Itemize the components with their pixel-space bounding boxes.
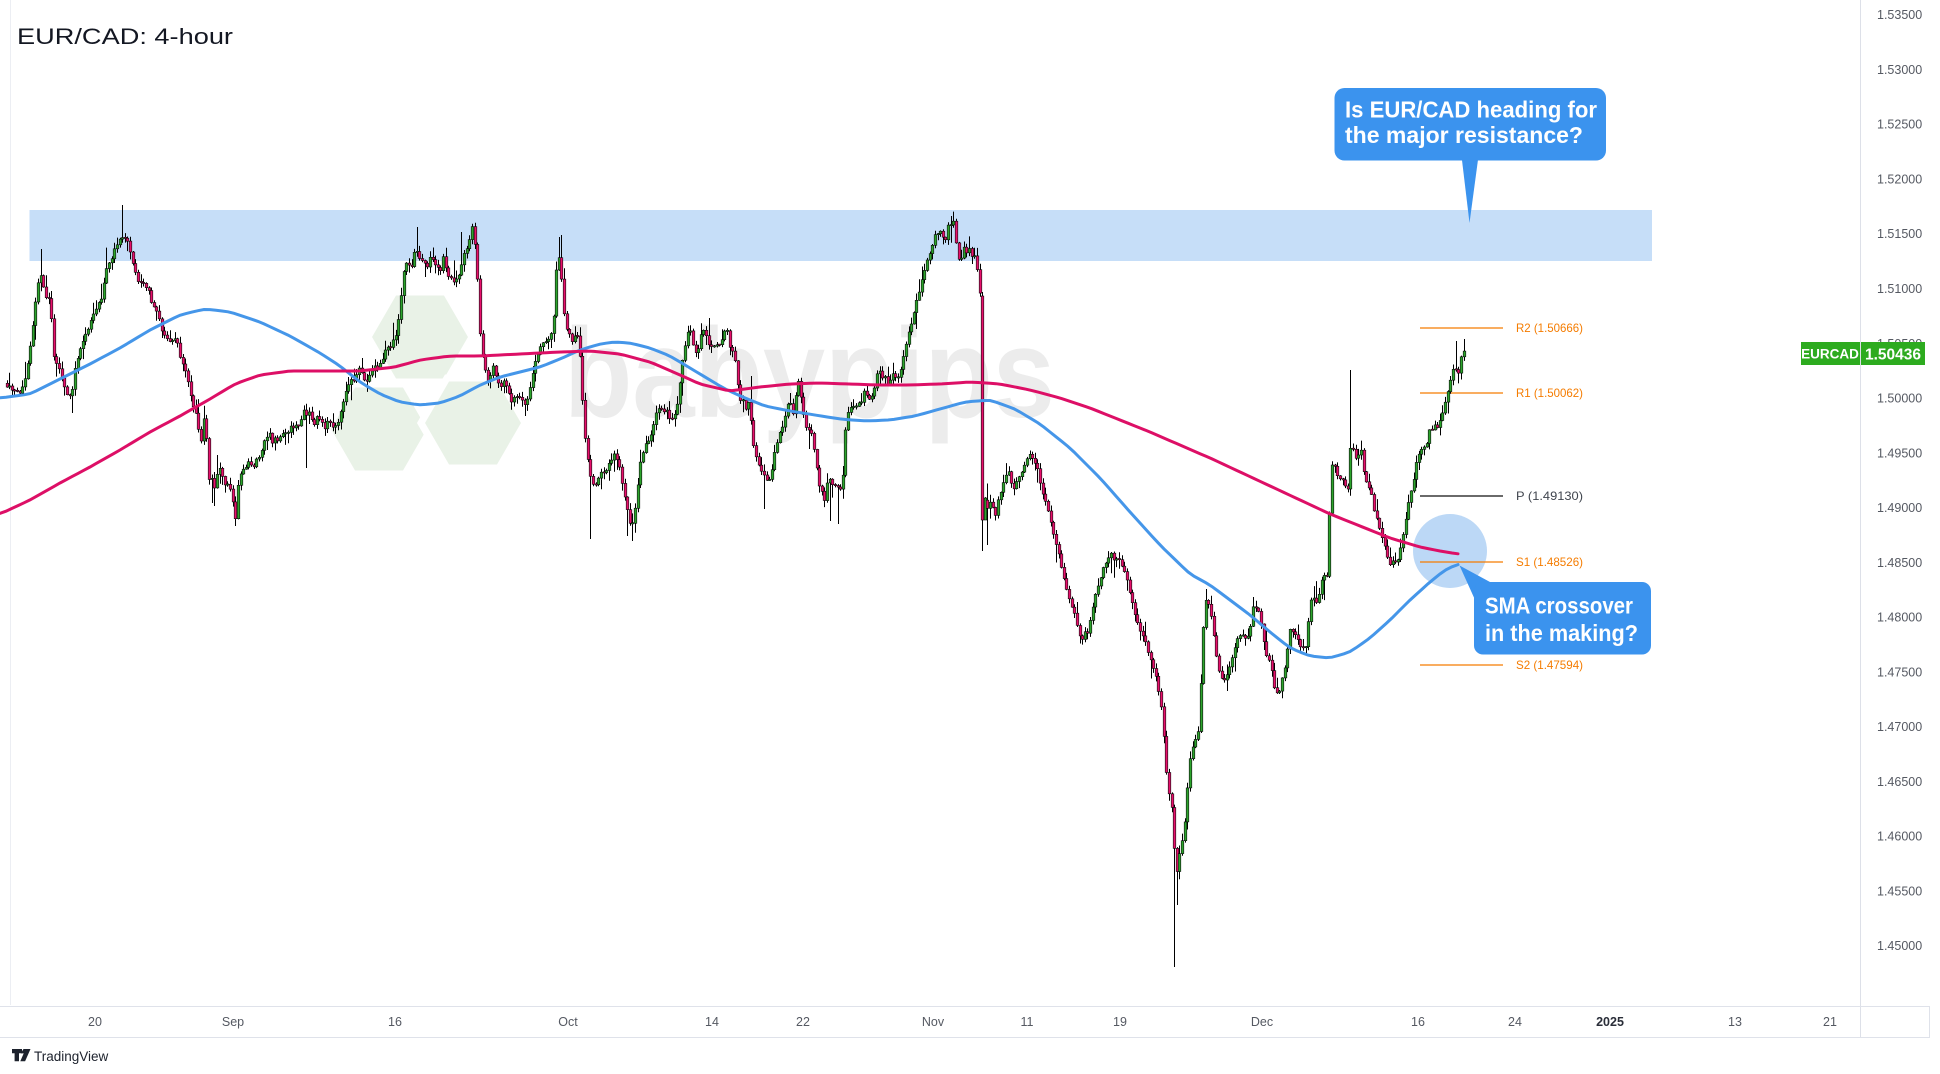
svg-text:S1 (1.48526): S1 (1.48526) [1516,555,1583,569]
svg-text:1.53500: 1.53500 [1877,8,1922,22]
svg-text:1.50436: 1.50436 [1865,347,1921,364]
svg-text:Oct: Oct [558,1015,578,1029]
svg-text:EUR/CAD: 4-hour: EUR/CAD: 4-hour [17,24,234,49]
svg-text:babypips: babypips [564,302,1055,444]
svg-text:in the making?: in the making? [1485,620,1638,646]
svg-text:22: 22 [796,1015,810,1029]
svg-text:EURCAD: EURCAD [1801,347,1859,362]
svg-text:16: 16 [388,1015,402,1029]
svg-text:14: 14 [705,1015,719,1029]
svg-text:Dec: Dec [1251,1015,1273,1029]
svg-text:21: 21 [1823,1015,1837,1029]
svg-text:19: 19 [1113,1015,1127,1029]
svg-text:the major resistance?: the major resistance? [1345,122,1583,148]
svg-text:1.46000: 1.46000 [1877,830,1922,844]
svg-text:TradingView: TradingView [34,1049,109,1064]
svg-text:1.45500: 1.45500 [1877,884,1922,898]
svg-text:SMA crossover: SMA crossover [1485,593,1633,619]
svg-text:1.51500: 1.51500 [1877,227,1922,241]
svg-text:Nov: Nov [922,1015,945,1029]
svg-text:Sep: Sep [222,1015,244,1029]
svg-text:Is EUR/CAD heading for: Is EUR/CAD heading for [1345,97,1597,123]
svg-text:1.49000: 1.49000 [1877,501,1922,515]
svg-text:1.53000: 1.53000 [1877,63,1922,77]
svg-text:11: 11 [1021,1015,1034,1029]
svg-text:13: 13 [1728,1015,1742,1029]
svg-text:1.51000: 1.51000 [1877,282,1922,296]
svg-text:1.52500: 1.52500 [1877,118,1922,132]
svg-text:16: 16 [1411,1015,1425,1029]
svg-text:1.47500: 1.47500 [1877,665,1922,679]
svg-text:24: 24 [1508,1015,1522,1029]
svg-text:S2 (1.47594): S2 (1.47594) [1516,658,1583,672]
svg-text:2025: 2025 [1596,1015,1624,1029]
svg-text:R2 (1.50666): R2 (1.50666) [1516,321,1583,335]
svg-text:1.49500: 1.49500 [1877,446,1922,460]
svg-text:1.47000: 1.47000 [1877,720,1922,734]
svg-text:1.46500: 1.46500 [1877,775,1922,789]
svg-text:R1 (1.50062): R1 (1.50062) [1516,386,1583,400]
svg-text:1.50000: 1.50000 [1877,392,1922,406]
svg-text:P (1.49130): P (1.49130) [1516,489,1583,503]
svg-text:1.45000: 1.45000 [1877,939,1922,953]
svg-text:1.48000: 1.48000 [1877,611,1922,625]
svg-text:1.48500: 1.48500 [1877,556,1922,570]
svg-text:1.52000: 1.52000 [1877,173,1922,187]
svg-text:20: 20 [88,1015,102,1029]
